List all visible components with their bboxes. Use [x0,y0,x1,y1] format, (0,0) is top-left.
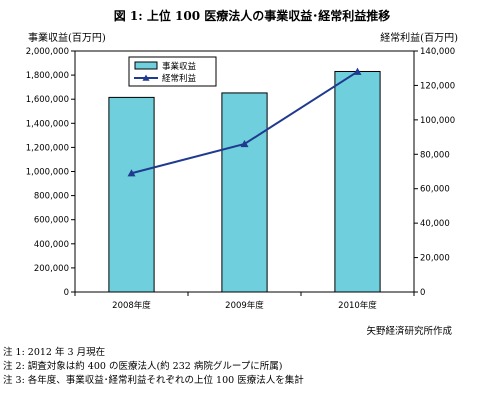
right-axis-tick-label: 120,000 [420,81,455,91]
left-axis-tick-label: 200,000 [34,264,69,274]
left-axis-tick-label: 1,400,000 [26,119,69,129]
line-marker-2009年度 [240,139,249,148]
right-axis-title: 経常利益(百万円) [380,33,458,44]
source-credit: 矢野経済研究所作成 [366,326,452,337]
right-axis-tick-label: 20,000 [420,254,450,264]
left-axis-tick-label: 600,000 [34,216,69,226]
legend-swatch-marker [142,74,150,81]
x-axis-category-label: 2010年度 [338,300,377,311]
note-3: 注 3: 各年度、事業収益･経常利益それぞれの上位 100 医療法人を集計 [3,375,304,386]
bar-2008年度 [108,96,155,293]
legend-swatch-bar [134,61,158,70]
x-axis-category-label: 2008年度 [112,300,151,311]
figure-title: 図 1: 上位 100 医療法人の事業収益･経常利益推移 [113,9,391,23]
right-axis-tick-label: 0 [420,288,425,298]
legend-label-line: 経常利益 [162,73,197,84]
notes: 注 1: 2012 年 3 月現在 注 2: 調査対象は約 400 の医療法人(… [3,346,304,388]
bar-2009年度 [221,92,268,293]
right-axis-tick-label: 40,000 [420,219,450,229]
right-axis-tick-label: 100,000 [420,116,455,126]
note-1: 注 1: 2012 年 3 月現在 [3,347,106,358]
left-axis-tick-label: 1,200,000 [26,143,69,153]
left-axis-tick-label: 1,000,000 [26,168,69,178]
legend-label-bar: 事業収益 [162,61,197,72]
left-axis-tick-label: 2,000,000 [26,47,69,57]
right-axis-tick-label: 140,000 [420,47,455,57]
bar-2010年度 [334,70,381,293]
left-axis-tick-label: 400,000 [34,240,69,250]
right-axis-tick-label: 60,000 [420,185,450,195]
left-axis-tick-label: 1,800,000 [26,71,69,81]
line-marker-2008年度 [127,169,136,177]
x-axis-category-label: 2009年度 [225,300,264,311]
left-axis-title: 事業収益(百万円) [28,33,106,44]
left-axis-tick-label: 0 [64,288,69,298]
right-axis-tick-label: 80,000 [420,150,450,160]
left-axis-tick-label: 1,600,000 [26,95,69,105]
note-2: 注 2: 調査対象は約 400 の医療法人(約 232 病院グループに所属) [3,361,283,372]
line-marker-2010年度 [353,67,362,75]
left-axis-tick-label: 800,000 [34,192,69,202]
